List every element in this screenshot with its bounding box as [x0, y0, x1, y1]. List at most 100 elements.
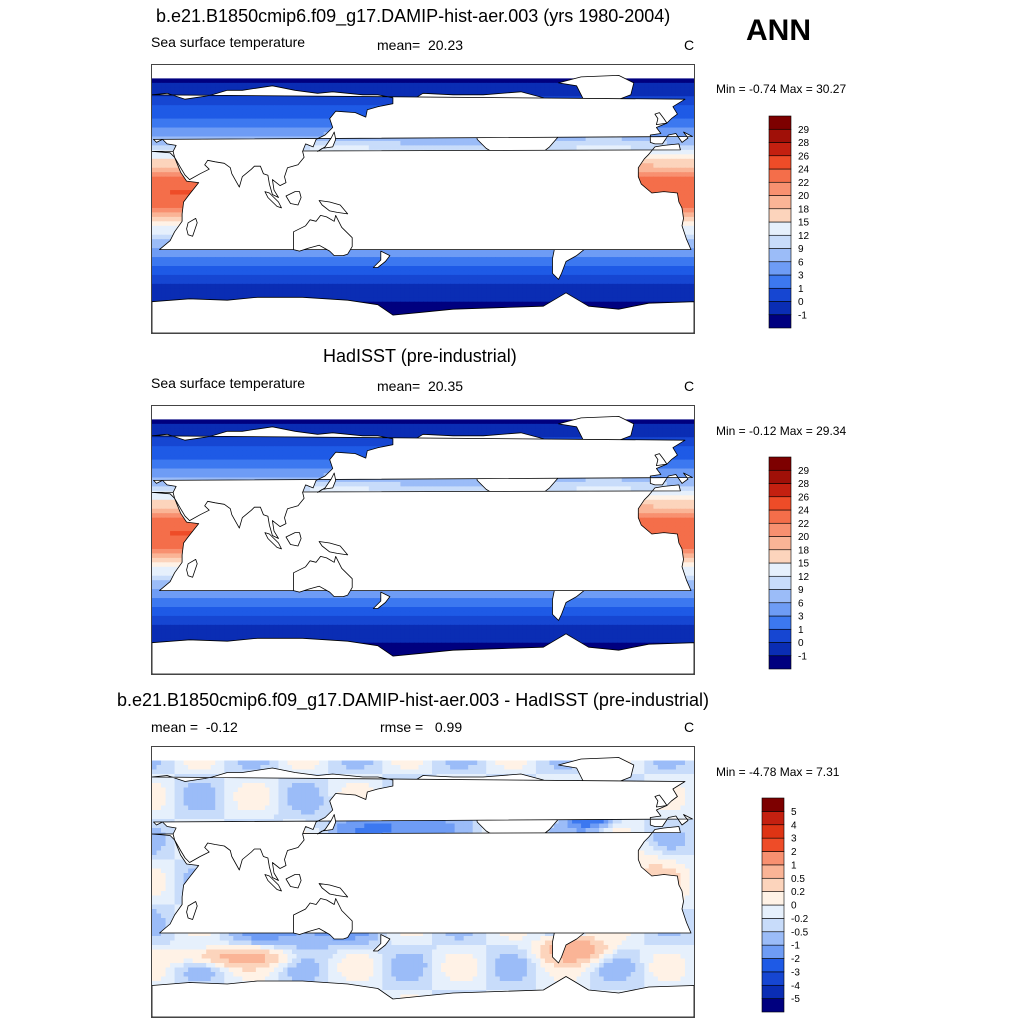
map-field-cell	[161, 234, 167, 240]
map-field-cell	[576, 91, 582, 97]
map-field-cell	[174, 172, 180, 178]
map-field-cell	[323, 96, 329, 102]
map-field-cell	[242, 105, 248, 111]
map-field-cell	[432, 78, 438, 84]
map-field-cell	[454, 87, 460, 93]
map-field-cell	[224, 132, 230, 138]
map-field-cell	[310, 82, 316, 88]
map-field-cell	[617, 136, 623, 142]
map-field-cell	[305, 123, 311, 129]
map-field-cell	[653, 163, 659, 169]
map-field-cell	[174, 78, 180, 84]
map-field-cell	[156, 158, 162, 164]
panel1-minmax: Min = -0.74 Max = 30.27	[716, 82, 846, 96]
map-field-cell	[183, 114, 189, 120]
map-field-cell	[152, 132, 158, 138]
map-field-cell	[689, 78, 694, 84]
map-field-cell	[477, 82, 483, 88]
map-field-cell	[377, 136, 383, 142]
map-field-cell	[418, 248, 424, 254]
map-field-cell	[459, 82, 465, 88]
map-field-cell	[269, 132, 275, 138]
map-field-cell	[563, 145, 569, 151]
map-field-cell	[675, 140, 682, 146]
map-field-cell	[310, 105, 316, 111]
map-field-cell	[328, 96, 334, 102]
map-field-cell	[590, 136, 596, 142]
map-field-cell	[675, 114, 682, 120]
map-field-cell	[567, 136, 573, 142]
map-field-cell	[174, 91, 180, 97]
map-field-cell	[441, 87, 447, 93]
map-field-cell	[436, 78, 442, 84]
map-field-cell	[689, 230, 694, 236]
map-field-cell	[197, 127, 203, 133]
map-field-cell	[364, 96, 370, 102]
map-field-cell	[382, 248, 388, 254]
map-field-cell	[459, 91, 465, 97]
map-field-cell	[386, 248, 392, 254]
map-field-cell	[337, 87, 343, 93]
map-field-cell	[689, 158, 694, 164]
map-field-cell	[305, 145, 311, 151]
map-field-cell	[450, 136, 456, 142]
map-field-cell	[644, 176, 650, 182]
map-field-cell	[161, 185, 167, 191]
map-field-cell	[662, 140, 668, 146]
map-field-cell	[653, 78, 659, 84]
panel1-min-label: Min =	[716, 82, 746, 96]
panel1-map	[151, 64, 695, 334]
map-field-cell	[301, 87, 307, 93]
map-field-cell	[215, 100, 221, 106]
map-field-cell	[246, 105, 252, 111]
map-field-cell	[319, 136, 325, 142]
map-field-cell	[233, 118, 239, 124]
map-field-cell	[161, 132, 167, 138]
map-field-cell	[170, 132, 176, 138]
map-field-cell	[432, 145, 438, 151]
map-field-cell	[301, 82, 307, 88]
map-field-cell	[156, 78, 162, 84]
map-field-cell	[644, 154, 650, 160]
map-field-cell	[364, 82, 370, 88]
map-field-cell	[161, 248, 167, 254]
map-field-cell	[459, 136, 465, 142]
map-field-cell	[174, 127, 180, 133]
map-field-cell	[608, 140, 614, 146]
map-field-cell	[192, 118, 198, 124]
map-field-cell	[684, 172, 691, 178]
map-field-cell	[355, 248, 361, 254]
map-field-cell	[152, 239, 158, 245]
map-field-cell	[264, 118, 271, 124]
map-field-cell	[278, 100, 284, 106]
map-field-cell	[666, 140, 673, 146]
map-field-cell	[165, 82, 171, 88]
map-field-cell	[599, 140, 605, 146]
map-field-cell	[282, 114, 289, 120]
map-field-cell	[161, 216, 167, 222]
map-field-cell	[179, 105, 185, 111]
map-field-cell	[413, 87, 420, 93]
map-field-cell	[165, 78, 171, 84]
map-field-cell	[689, 234, 694, 240]
map-field-cell	[689, 114, 694, 120]
map-field-cell	[206, 123, 212, 129]
map-field-cell	[341, 140, 347, 146]
map-field-cell	[161, 105, 167, 111]
map-field-cell	[657, 91, 663, 97]
map-field-cell	[404, 136, 411, 142]
map-field-cell	[224, 82, 230, 88]
map-field-cell	[188, 185, 194, 191]
map-field-cell	[278, 96, 284, 102]
map-field-cell	[684, 149, 691, 155]
map-field-cell	[680, 140, 686, 146]
map-field-cell	[251, 109, 257, 115]
map-field-cell	[666, 91, 673, 97]
map-field-cell	[328, 109, 334, 115]
map-field-cell	[680, 78, 686, 84]
panel1-mean-label: mean=	[377, 37, 420, 53]
map-field-cell	[377, 96, 383, 102]
map-field-cell	[355, 145, 361, 151]
map-field-cell	[684, 154, 691, 160]
map-field-cell	[246, 78, 252, 84]
